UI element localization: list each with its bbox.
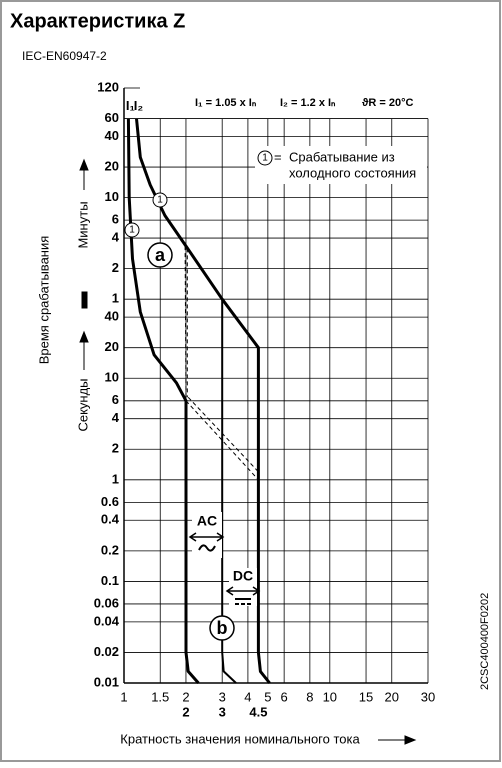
x-tick-label: 6 bbox=[281, 689, 288, 704]
y-tick-label: 4 bbox=[112, 229, 120, 244]
x-tick-label: 5 bbox=[264, 689, 271, 704]
dc-arrow bbox=[225, 586, 261, 596]
y-tick-label: 0.1 bbox=[101, 573, 119, 588]
x-marker-label: 2 bbox=[182, 704, 189, 719]
y-tick-label: 120 bbox=[97, 79, 119, 94]
header: I₁ = 1.05 x Iₙ bbox=[195, 97, 257, 109]
note-line: Срабатывание из bbox=[289, 149, 395, 164]
code: 2CSC400400F0202 bbox=[479, 593, 491, 690]
y-tick-label: 0.4 bbox=[101, 512, 120, 527]
x-tick-label: 3 bbox=[219, 689, 226, 704]
dashed-curve bbox=[185, 400, 259, 481]
ac-bg bbox=[192, 512, 222, 558]
x-tick-label: 2 bbox=[182, 689, 189, 704]
ac-arrow bbox=[188, 532, 225, 542]
note-symbol: 1 bbox=[262, 153, 268, 164]
curve bbox=[135, 118, 271, 684]
curve-marker-label: 1 bbox=[129, 225, 135, 236]
y-unit: Минуты bbox=[75, 201, 90, 248]
ac-symbol bbox=[198, 544, 216, 552]
dc-symbol bbox=[235, 598, 251, 605]
y-tick-label: 10 bbox=[105, 189, 119, 204]
note-equals: = bbox=[274, 149, 282, 164]
y-tick-label: 6 bbox=[112, 392, 119, 407]
y-tick-label: 20 bbox=[105, 339, 119, 354]
x-tick-label: 1 bbox=[120, 689, 127, 704]
y-tick-label: 40 bbox=[105, 309, 119, 324]
y-tick-label: 2 bbox=[112, 260, 119, 275]
curve-marker-label: 1 bbox=[157, 195, 163, 206]
y-tick-label: 20 bbox=[105, 158, 119, 173]
note-box bbox=[255, 146, 427, 184]
dc-label: DC bbox=[233, 568, 253, 584]
curve-marker bbox=[152, 192, 168, 208]
region-label: b bbox=[217, 618, 228, 638]
header: ϑR = 20°C bbox=[362, 97, 414, 109]
x-marker-label: 4.5 bbox=[249, 704, 267, 719]
y-tick-label: 10 bbox=[105, 370, 119, 385]
x-tick-label: 10 bbox=[323, 689, 337, 704]
region-circle bbox=[147, 242, 173, 268]
ac-label: AC bbox=[197, 513, 217, 529]
dashed-curve bbox=[187, 396, 259, 473]
axis-arrows bbox=[79, 158, 417, 745]
y-axis-title: Время срабатывания bbox=[36, 236, 51, 365]
curve-marker bbox=[124, 222, 140, 238]
chart-title: Характеристика Z bbox=[10, 10, 185, 32]
y-tick-label: 40 bbox=[105, 128, 119, 143]
region-label: a bbox=[155, 245, 166, 265]
x-tick-label: 30 bbox=[421, 689, 435, 704]
x-tick-label: 15 bbox=[359, 689, 373, 704]
y-tick-label: 1 bbox=[112, 471, 119, 486]
region-circle bbox=[209, 615, 235, 641]
x-tick-label: 8 bbox=[306, 689, 313, 704]
y-tick-label: 0.2 bbox=[101, 542, 119, 557]
note-symbol-circle bbox=[257, 150, 273, 166]
y-tick-label: 0.06 bbox=[94, 595, 119, 610]
curve bbox=[221, 299, 237, 684]
dashed-curve bbox=[184, 246, 187, 401]
note-line: холодного состояния bbox=[289, 165, 416, 180]
subtitle: IEC-EN60947-2 bbox=[22, 49, 107, 63]
y-tick-label: 0.01 bbox=[94, 674, 119, 689]
y-unit: Секунды bbox=[75, 378, 90, 431]
y-tick-label: 0.02 bbox=[94, 644, 119, 659]
y-tick-label: 0.6 bbox=[101, 494, 119, 509]
x-axis-title: Кратность значения номинального тока bbox=[120, 731, 360, 746]
x-tick-label: 1.5 bbox=[151, 689, 169, 704]
y-tick-label: 2 bbox=[112, 441, 119, 456]
y-tick-label: 4 bbox=[112, 410, 120, 425]
header: I₂ = 1.2 x Iₙ bbox=[280, 97, 336, 109]
y-tick-label: 60 bbox=[105, 110, 119, 125]
y-tick-label: 6 bbox=[112, 212, 119, 227]
x-tick-label: 4 bbox=[244, 689, 251, 704]
x-tick-label: 20 bbox=[385, 689, 399, 704]
y-tick-label: 1 bbox=[112, 291, 119, 306]
x-marker-label: 3 bbox=[219, 704, 226, 719]
y-tick-label: 0.04 bbox=[94, 613, 120, 628]
curve-label: I₂ bbox=[134, 98, 144, 113]
curve-label: I₁ bbox=[126, 98, 135, 113]
